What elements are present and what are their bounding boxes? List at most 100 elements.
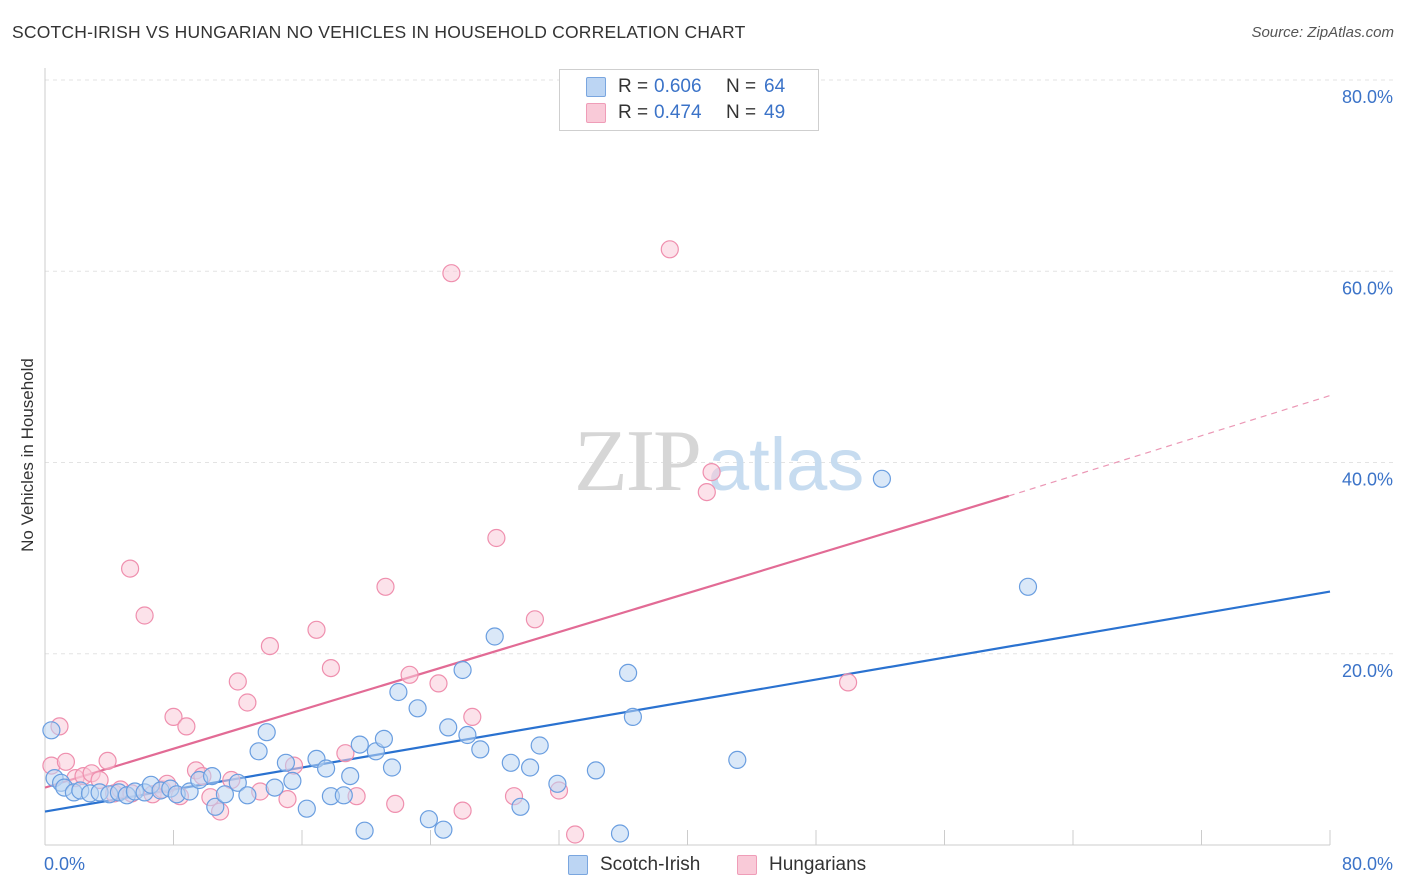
point-scotch-irish bbox=[408, 699, 427, 718]
point-scotch-irish bbox=[203, 766, 222, 786]
point-scotch-irish bbox=[265, 778, 284, 797]
point-scotch-irish bbox=[618, 663, 638, 683]
point-scotch-irish bbox=[382, 758, 402, 777]
point-scotch-irish bbox=[434, 820, 453, 839]
legend-r-value: 0.606 bbox=[654, 76, 702, 97]
legend-n-value: 49 bbox=[764, 102, 786, 123]
point-scotch-irish bbox=[511, 797, 530, 816]
point-scotch-irish bbox=[276, 753, 295, 772]
watermark: ZIP atlas bbox=[574, 413, 864, 510]
y-tick-label: 80.0% bbox=[1342, 87, 1393, 107]
point-hungarians bbox=[321, 658, 340, 678]
point-scotch-irish bbox=[453, 660, 472, 680]
trend-extension-hungarians bbox=[1008, 394, 1331, 497]
series-legend-hungarians[interactable]: Hungarians bbox=[737, 852, 866, 878]
point-hungarians bbox=[177, 717, 196, 736]
legend-swatch-hungarians bbox=[586, 103, 606, 123]
point-hungarians bbox=[376, 577, 395, 596]
legend-n-label: N = bbox=[726, 76, 757, 97]
point-scotch-irish bbox=[297, 799, 316, 818]
point-scotch-irish bbox=[389, 682, 408, 702]
point-scotch-irish bbox=[355, 821, 374, 840]
point-scotch-irish bbox=[317, 759, 336, 778]
point-scotch-irish bbox=[1018, 577, 1038, 596]
point-hungarians bbox=[453, 801, 472, 820]
point-scotch-irish bbox=[206, 797, 225, 816]
point-hungarians bbox=[697, 483, 716, 502]
point-scotch-irish bbox=[548, 774, 567, 793]
trend-line-scotch-irish bbox=[44, 590, 1331, 813]
point-scotch-irish bbox=[610, 824, 630, 843]
point-hungarians bbox=[228, 672, 247, 691]
point-hungarians bbox=[400, 665, 419, 684]
point-scotch-irish bbox=[257, 723, 276, 742]
point-scotch-irish bbox=[623, 707, 643, 727]
source-credit: Source: ZipAtlas.com bbox=[1251, 24, 1394, 41]
x-tick-label: 80.0% bbox=[1342, 854, 1393, 874]
point-hungarians bbox=[442, 264, 461, 283]
point-hungarians bbox=[525, 610, 545, 629]
point-scotch-irish bbox=[530, 736, 549, 755]
point-scotch-irish bbox=[485, 627, 504, 646]
point-scotch-irish bbox=[439, 718, 458, 737]
legend-n-label: N = bbox=[726, 102, 757, 123]
point-scotch-irish bbox=[42, 721, 61, 740]
point-hungarians bbox=[838, 673, 858, 692]
series-name-scotch-irish: Scotch-Irish bbox=[600, 854, 701, 875]
point-scotch-irish bbox=[374, 729, 393, 749]
point-scotch-irish bbox=[215, 785, 234, 804]
watermark-zip: ZIP bbox=[574, 413, 700, 510]
legend-row-hungarians: R = 0.474 N = 49 bbox=[586, 101, 785, 125]
x-tick-label: 0.0% bbox=[44, 854, 85, 874]
grid-lines bbox=[45, 79, 1395, 655]
point-hungarians bbox=[164, 707, 183, 727]
point-hungarians bbox=[260, 636, 279, 656]
legend-r-label: R = bbox=[618, 76, 649, 97]
y-tick-label: 20.0% bbox=[1342, 661, 1393, 681]
point-scotch-irish bbox=[872, 469, 892, 488]
point-hungarians bbox=[565, 825, 585, 844]
point-scotch-irish bbox=[501, 753, 520, 772]
series-swatch-hungarians bbox=[737, 855, 757, 875]
tick-labels: 20.0% 40.0% 60.0% 80.0% 0.0% 80.0% bbox=[44, 87, 1393, 874]
point-scotch-irish bbox=[471, 740, 490, 759]
point-scotch-irish bbox=[238, 786, 257, 805]
point-scotch-irish bbox=[283, 771, 302, 791]
y-tick-label: 40.0% bbox=[1342, 470, 1393, 490]
point-scotch-irish bbox=[728, 750, 747, 770]
watermark-atlas: atlas bbox=[708, 423, 864, 506]
y-axis-label: No Vehicles in Household bbox=[18, 358, 37, 552]
point-hungarians bbox=[702, 463, 721, 482]
series-name-hungarians: Hungarians bbox=[769, 854, 867, 875]
point-hungarians bbox=[660, 240, 679, 259]
legend-swatch-scotch-irish bbox=[586, 77, 606, 97]
point-scotch-irish bbox=[228, 773, 247, 792]
point-hungarians bbox=[135, 606, 154, 625]
point-scotch-irish bbox=[341, 766, 360, 786]
point-hungarians bbox=[336, 744, 355, 763]
point-hungarians bbox=[56, 752, 76, 771]
series-legend-scotch-irish[interactable]: Scotch-Irish bbox=[568, 852, 700, 878]
series-swatch-scotch-irish bbox=[568, 855, 588, 875]
y-tick-label: 60.0% bbox=[1342, 278, 1393, 298]
point-hungarians bbox=[121, 559, 140, 578]
correlation-legend: R = 0.606 N = 64 R = 0.474 N = 49 bbox=[559, 69, 819, 131]
point-hungarians bbox=[238, 693, 257, 712]
legend-row-scotch-irish: R = 0.606 N = 64 bbox=[586, 75, 785, 99]
point-scotch-irish bbox=[586, 761, 606, 780]
point-hungarians bbox=[463, 707, 482, 727]
point-scotch-irish bbox=[419, 810, 438, 829]
point-scotch-irish bbox=[334, 786, 353, 805]
point-hungarians bbox=[386, 794, 405, 814]
point-hungarians bbox=[307, 620, 326, 639]
point-scotch-irish bbox=[350, 735, 369, 754]
axes bbox=[44, 68, 1331, 846]
legend-r-value: 0.474 bbox=[654, 102, 702, 123]
series-legend: Scotch-Irish Hungarians bbox=[0, 852, 1406, 878]
point-hungarians bbox=[429, 674, 448, 693]
point-hungarians bbox=[487, 528, 506, 548]
legend-n-value: 64 bbox=[764, 76, 786, 97]
trend-line-hungarians bbox=[44, 494, 1010, 789]
point-hungarians bbox=[98, 751, 117, 771]
